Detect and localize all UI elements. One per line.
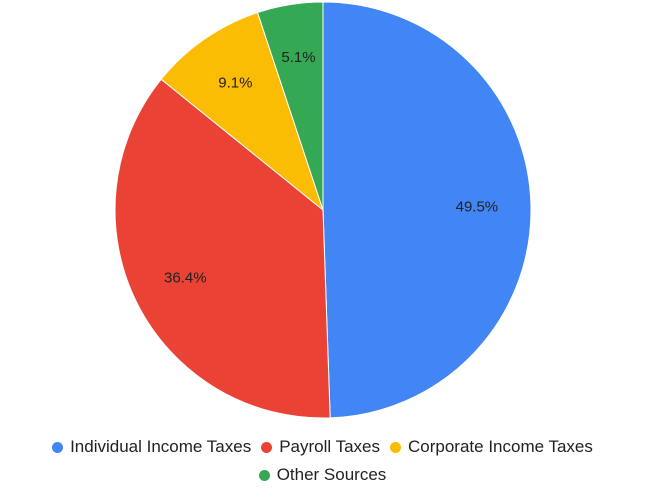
legend: Individual Income Taxes Payroll Taxes Corp…	[0, 436, 645, 486]
legend-label: Payroll Taxes	[279, 437, 380, 456]
legend-item: Payroll Taxes	[261, 436, 380, 458]
pie-slice	[160, 11, 325, 212]
pie-slice	[322, 1, 532, 419]
legend-item: Other Sources	[258, 464, 387, 486]
pie-slice	[256, 1, 324, 211]
legend-swatch	[390, 441, 401, 453]
pie-slice	[114, 78, 331, 419]
legend-label: Individual Income Taxes	[70, 437, 252, 456]
slice-label: 9.1%	[218, 74, 252, 91]
legend-swatch	[52, 441, 64, 453]
slice-label: 5.1%	[281, 49, 315, 66]
slice-label: 36.4%	[164, 270, 207, 287]
legend-item: Corporate Income Taxes	[390, 436, 593, 458]
legend-label: Corporate Income Taxes	[408, 437, 593, 456]
legend-swatch	[261, 441, 273, 453]
pie-area: 49.5% 36.4% 9.1% 5.1%	[114, 1, 532, 419]
legend-swatch	[258, 469, 270, 481]
legend-item: Individual Income Taxes	[52, 436, 251, 458]
slice-label: 49.5%	[456, 198, 499, 215]
legend-label: Other Sources	[276, 465, 387, 484]
